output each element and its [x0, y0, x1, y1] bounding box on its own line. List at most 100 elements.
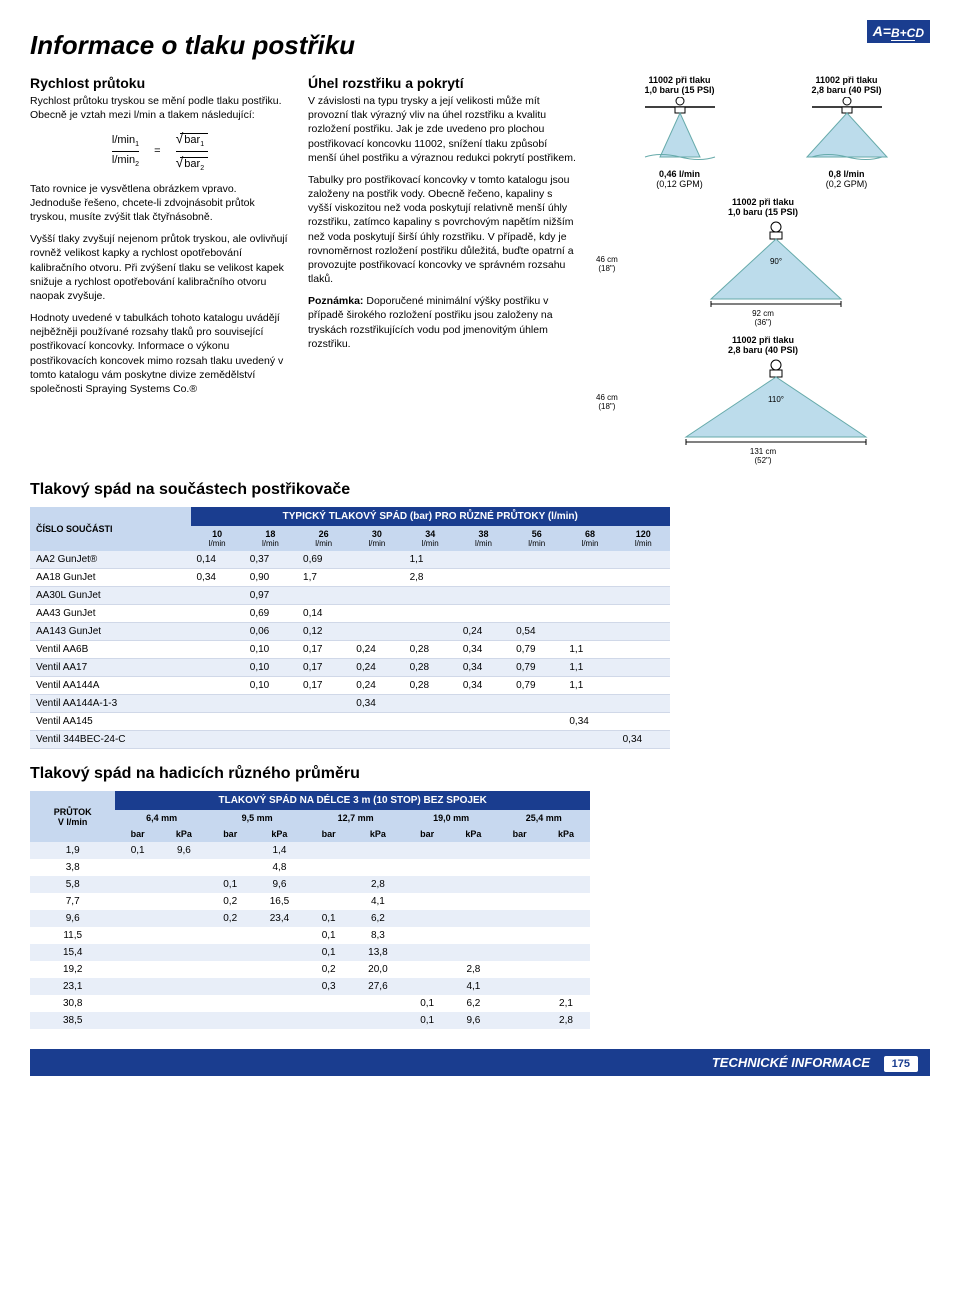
- table-cell: 0,37: [244, 551, 297, 569]
- table-cell: [457, 569, 510, 587]
- table-cell: [497, 944, 542, 961]
- table-cell: [160, 944, 208, 961]
- table-cell: [351, 995, 405, 1012]
- table-cell: 0,17: [297, 677, 350, 695]
- table-cell: 0,24: [457, 623, 510, 641]
- table-cell: [115, 876, 160, 893]
- table-cell: [563, 731, 616, 749]
- table-cell: [449, 910, 497, 927]
- table-cell: 0,1: [306, 927, 351, 944]
- table-cell: [542, 961, 590, 978]
- table-cell: 0,2: [306, 961, 351, 978]
- table-cell: [497, 1012, 542, 1029]
- table2-title: Tlakový spád na hadicích různého průměru: [30, 765, 930, 783]
- table-cell: [457, 551, 510, 569]
- table1-rowhead-label: ČÍSLO SOUČÁSTI: [30, 507, 191, 551]
- spray-diagram-wide-icon: 110°: [666, 357, 886, 447]
- table-cell: [252, 995, 306, 1012]
- table-cell: [115, 978, 160, 995]
- table-cell: [617, 623, 670, 641]
- note-label: Poznámka:: [308, 295, 363, 307]
- table2-unit-header: kPa: [351, 826, 405, 842]
- table-cell: [563, 695, 616, 713]
- table1-col-header: 10l/min: [191, 526, 244, 551]
- logo-top: B+C: [891, 26, 915, 41]
- table2-unit-header: kPa: [160, 826, 208, 842]
- para-flow-1: Rychlost průtoku tryskou se mění podle t…: [30, 94, 290, 122]
- table-cell: [160, 978, 208, 995]
- table2-unit-header: kPa: [542, 826, 590, 842]
- table-cell: [457, 605, 510, 623]
- svg-text:110°: 110°: [768, 395, 784, 404]
- table-cell: [497, 893, 542, 910]
- table-cell: [405, 961, 450, 978]
- table-cell: 19,2: [30, 961, 115, 978]
- table-cell: 7,7: [30, 893, 115, 910]
- table-cell: [160, 910, 208, 927]
- table-cell: 2,8: [542, 1012, 590, 1029]
- table-cell: [542, 842, 590, 859]
- table-cell: [617, 605, 670, 623]
- table-cell: 0,06: [244, 623, 297, 641]
- table-cell: 0,17: [297, 641, 350, 659]
- table-cell: 0,10: [244, 659, 297, 677]
- table2-size-header: 12,7 mm: [306, 810, 404, 826]
- page-number: 175: [884, 1056, 918, 1072]
- table-cell: 15,4: [30, 944, 115, 961]
- table-row: 3,84,8: [30, 859, 590, 876]
- table2-unit-header: bar: [405, 826, 450, 842]
- table-cell: [191, 587, 244, 605]
- table-cell: [208, 859, 253, 876]
- table-cell: [297, 587, 350, 605]
- table-cell: [350, 569, 403, 587]
- table-cell: [351, 842, 405, 859]
- table-cell: [350, 551, 403, 569]
- table2-unit-header: bar: [115, 826, 160, 842]
- para-flow-3: Vyšší tlaky zvyšují nejenom průtok trysk…: [30, 232, 290, 303]
- table-cell: [497, 910, 542, 927]
- table-cell: [404, 731, 457, 749]
- column-flow-rate: Rychlost průtoku Rychlost průtoku trysko…: [30, 75, 290, 465]
- table-row: 5,80,19,62,8: [30, 876, 590, 893]
- table-cell: 9,6: [252, 876, 306, 893]
- table-cell: [457, 713, 510, 731]
- table-cell: [510, 587, 563, 605]
- table-cell: 0,14: [297, 605, 350, 623]
- table-cell: 4,8: [252, 859, 306, 876]
- table-cell: [306, 893, 351, 910]
- table-cell: AA18 GunJet: [30, 569, 191, 587]
- table-cell: [208, 944, 253, 961]
- table-cell: 30,8: [30, 995, 115, 1012]
- table-row: 23,10,327,64,1: [30, 978, 590, 995]
- table-cell: [542, 876, 590, 893]
- table-cell: [160, 1012, 208, 1029]
- table-cell: [191, 605, 244, 623]
- table-cell: [542, 944, 590, 961]
- table-cell: [617, 677, 670, 695]
- table-cell: 0,28: [404, 659, 457, 677]
- table-cell: [191, 731, 244, 749]
- table-row: Ventil AA170,100,170,240,280,340,791,1: [30, 659, 670, 677]
- table-cell: 0,24: [350, 677, 403, 695]
- table-cell: [617, 659, 670, 677]
- table-cell: [563, 551, 616, 569]
- table-cell: 0,79: [510, 677, 563, 695]
- spray-diagram-wide-icon: 90°: [666, 219, 886, 309]
- spray-diagram-icon: [635, 97, 725, 167]
- table-cell: [617, 641, 670, 659]
- table-row: Ventil AA1450,34: [30, 713, 670, 731]
- table-cell: 0,54: [510, 623, 563, 641]
- table2-size-header: 19,0 mm: [405, 810, 498, 826]
- table-cell: 0,1: [405, 1012, 450, 1029]
- table-cell: [510, 713, 563, 731]
- table-cell: [404, 713, 457, 731]
- table-cell: 0,34: [457, 659, 510, 677]
- table2-rowhead-label: PRŮTOKV l/min: [30, 791, 115, 842]
- table-cell: [208, 978, 253, 995]
- table1-col-header: 18l/min: [244, 526, 297, 551]
- table-cell: [405, 944, 450, 961]
- table1-col-header: 120l/min: [617, 526, 670, 551]
- table-cell: 0,28: [404, 677, 457, 695]
- column-diagrams: 11002 při tlaku1,0 baru (15 PSI) 0,46 l/…: [596, 75, 930, 465]
- table2-unit-header: kPa: [449, 826, 497, 842]
